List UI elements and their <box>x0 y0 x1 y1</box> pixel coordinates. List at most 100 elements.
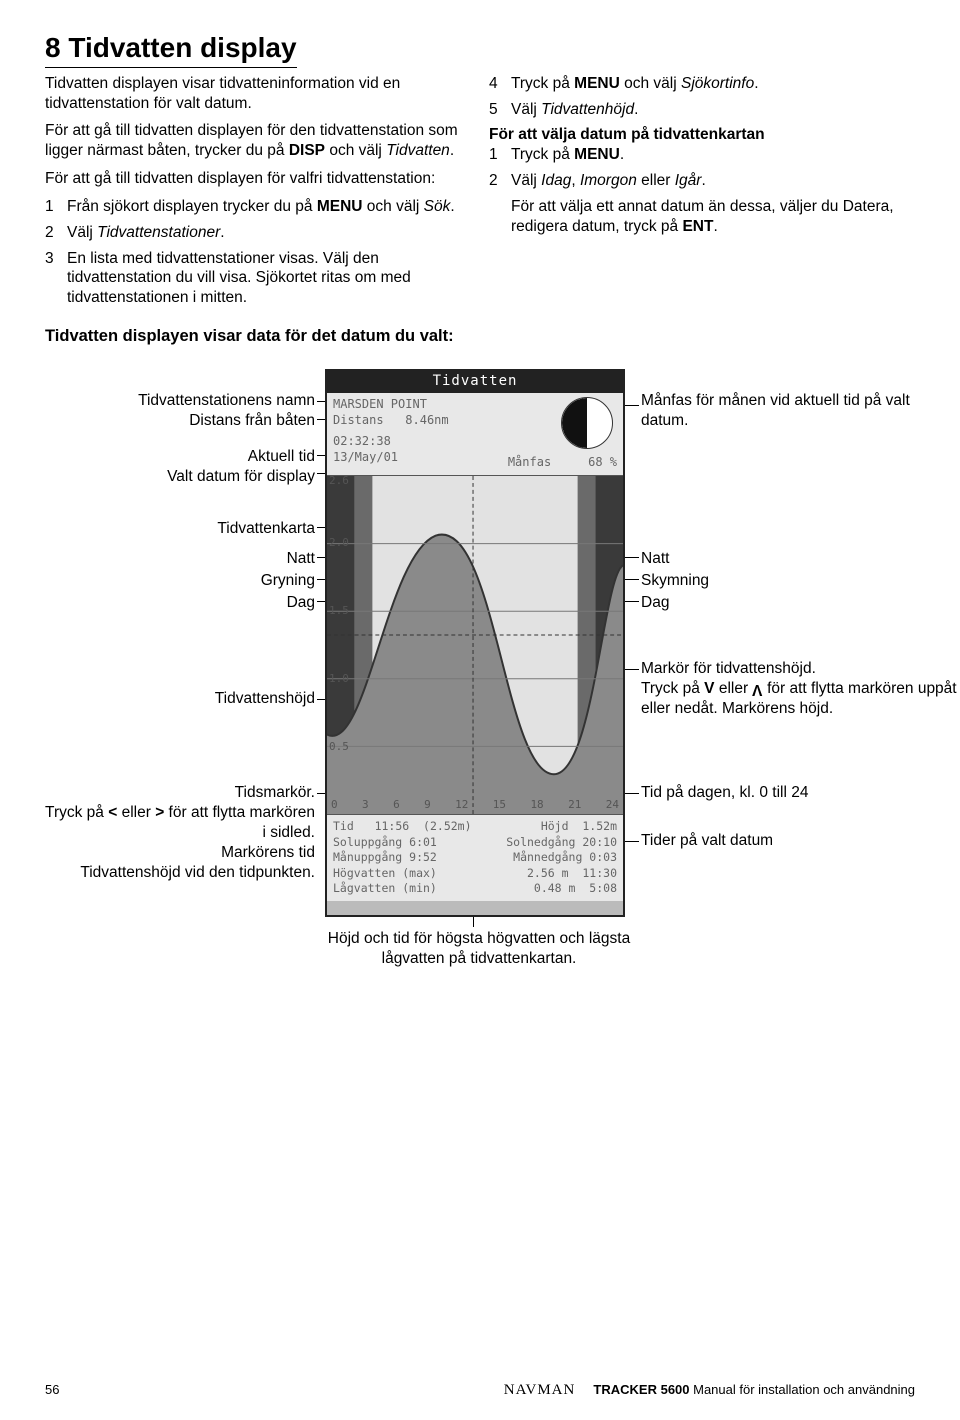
label-day-l: Dag <box>45 593 315 613</box>
val: 68 % <box>588 455 617 471</box>
ytick: 1.5 <box>329 604 349 618</box>
txt: Välj Tidvattenstationer. <box>67 223 471 243</box>
v: 11:56 <box>375 819 410 833</box>
brand-logo: NAVMAN <box>504 1382 576 1398</box>
t: Aktuell tid <box>45 447 315 467</box>
dot: . <box>220 224 224 241</box>
lbl: Månfas <box>508 455 551 471</box>
label-dusk: Skymning <box>641 571 959 591</box>
t: Tidvattenstationens namn <box>45 391 315 411</box>
menu-key: MENU <box>574 146 620 163</box>
opt: Imorgon <box>580 172 637 189</box>
v: 1.52m <box>582 819 617 833</box>
scr-titlebar: Tidvatten <box>327 371 623 393</box>
opt: Tidvattenhöjd <box>541 101 634 118</box>
high-row: Högvatten (max) 2.56 m 11:30 <box>333 866 617 882</box>
t: Tryck på < eller > för att flytta markör… <box>45 803 315 843</box>
c: (2.52m) <box>423 819 471 833</box>
t: Tidvattenshöjd vid den tidpunkten. <box>45 863 315 883</box>
hojd: Höjd 1.52m <box>541 819 617 835</box>
menu-key: MENU <box>574 75 620 92</box>
txt: Välj Idag, Imorgon eller Igår. <box>511 171 915 191</box>
xt: 3 <box>362 798 369 812</box>
t: Markör för tidvattenshöjd. <box>641 659 959 679</box>
label-timecursor: Tidsmarkör. Tryck på < eller > för att f… <box>45 783 315 882</box>
v: 0.48 m <box>534 881 576 895</box>
label-day-r: Dag <box>641 593 959 613</box>
dot: . <box>450 198 454 215</box>
moon-row: Månuppgång 9:52 Månnedgång 0:03 <box>333 850 617 866</box>
t: Markörens tid <box>45 843 315 863</box>
up-arrow-icon: V <box>752 679 762 699</box>
ytick: 1.0 <box>329 672 349 686</box>
label-tidechart: Tidvattenkarta <box>45 519 315 539</box>
t: Välj <box>67 224 97 241</box>
txt: Välj Tidvattenhöjd. <box>511 100 915 120</box>
num: 5 <box>489 100 511 120</box>
t: Valt datum för display <box>45 467 315 487</box>
left-column: Tidvatten displayen visar tidvatteninfor… <box>45 74 471 314</box>
txt: och välj <box>325 142 386 159</box>
label-night-r: Natt <box>641 549 959 569</box>
intro-columns: Tidvatten displayen visar tidvatteninfor… <box>45 74 915 314</box>
label-heightcursor: Markör för tidvattenshöjd. Tryck på V el… <box>641 659 959 718</box>
txt: För att välja ett annat datum än dessa, … <box>511 197 915 237</box>
ent-key: ENT <box>682 218 713 235</box>
tide-chart: 2.6 2.0 1.5 1.0 0.5 0 3 6 9 12 15 18 21 … <box>327 475 623 815</box>
num: 2 <box>45 223 67 243</box>
tid: Tid 11:56 (2.52m) <box>333 819 472 835</box>
xticks: 0 3 6 9 12 15 18 21 24 <box>331 798 619 812</box>
step-4: 4 Tryck på MENU och välj Sjökortinfo. <box>489 74 915 94</box>
txt: Tryck på MENU och välj Sjökortinfo. <box>511 74 915 94</box>
label-timeofday: Tid på dagen, kl. 0 till 24 <box>641 783 959 803</box>
choose-1: 1 Tryck på MENU. <box>489 145 915 165</box>
goto-any-intro: För att gå till tidvatten displayen för … <box>45 169 471 189</box>
xt: 12 <box>455 798 468 812</box>
choose-date-heading: För att välja datum på tidvattenkartan <box>489 125 915 145</box>
r: Månnedgång 0:03 <box>513 850 617 866</box>
xt: 18 <box>530 798 543 812</box>
l: Månuppgång 9:52 <box>333 850 437 866</box>
xt: 9 <box>424 798 431 812</box>
right-arrow-icon: > <box>155 804 164 821</box>
l: Soluppgång 6:01 <box>333 835 437 851</box>
txt: Från sjökort displayen trycker du på MEN… <box>67 197 471 217</box>
t: Tidsmarkör. <box>45 783 315 803</box>
xt: 0 <box>331 798 338 812</box>
label-time-date: Aktuell tid Valt datum för display <box>45 447 315 487</box>
xt: 21 <box>568 798 581 812</box>
num: 1 <box>45 197 67 217</box>
t: och välj <box>620 75 681 92</box>
l: Högvatten (max) <box>333 866 437 882</box>
page-footer: 56 NAVMAN TRACKER 5600 Manual för instal… <box>45 1381 915 1400</box>
label-dawn: Gryning <box>45 571 315 591</box>
chart-svg <box>327 476 623 814</box>
t: eller <box>715 680 753 697</box>
r: 2.56 m 11:30 <box>527 866 617 882</box>
lbl: Distans <box>333 413 384 427</box>
menu-key: MENU <box>317 198 363 215</box>
scr-footer: Tid 11:56 (2.52m) Höjd 1.52m Soluppgång … <box>327 815 623 901</box>
low-row: Lågvatten (min)0.48 m 5:08 <box>333 881 617 897</box>
l: Tid <box>333 819 354 833</box>
choose-note: För att välja ett annat datum än dessa, … <box>489 197 915 237</box>
label-night-l: Natt <box>45 549 315 569</box>
t: Tryck på <box>511 146 574 163</box>
r: 0.48 m 5:08 <box>534 881 617 897</box>
xt: 15 <box>493 798 506 812</box>
label-times-date: Tider på valt datum <box>641 831 959 851</box>
dot: . <box>620 146 624 163</box>
l: Höjd <box>541 819 569 833</box>
opt: Idag <box>541 172 571 189</box>
txt: Tryck på MENU. <box>511 145 915 165</box>
choose-2: 2 Välj Idag, Imorgon eller Igår. <box>489 171 915 191</box>
label-tideheight: Tidvattenshöjd <box>45 689 315 709</box>
t: Tryck på <box>511 75 574 92</box>
intro-text: Tidvatten displayen visar tidvatteninfor… <box>45 74 471 114</box>
page-number: 56 <box>45 1382 59 1399</box>
down-arrow-icon: V <box>704 680 714 697</box>
t: för att flytta markören i sidled. <box>164 804 315 841</box>
txt: En lista med tidvattenstationer visas. V… <box>67 249 471 308</box>
t: Välj <box>511 172 541 189</box>
t: 11:30 <box>582 866 617 880</box>
